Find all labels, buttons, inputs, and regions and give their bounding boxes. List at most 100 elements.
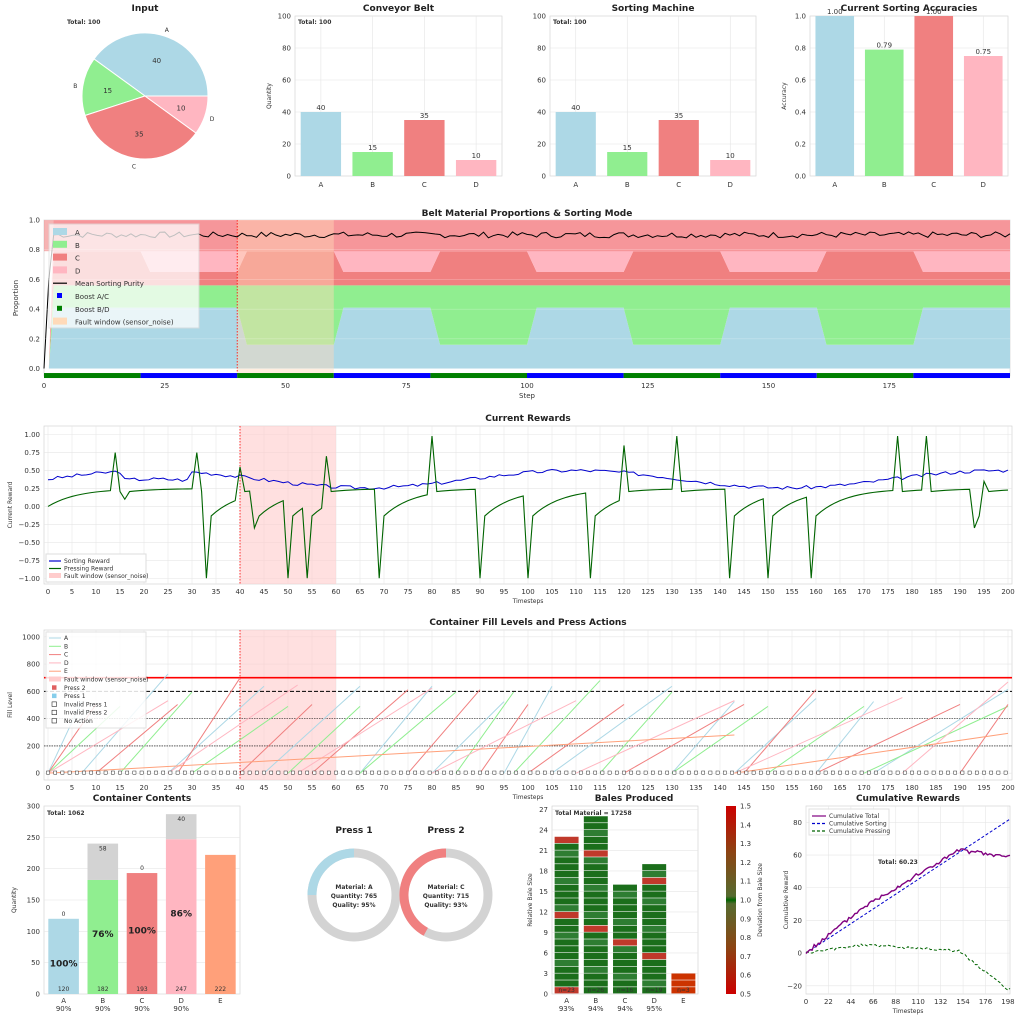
x-tick-label: E [681,997,685,1005]
no-action-marker [74,770,79,775]
no-action-marker [420,770,425,775]
no-action-marker [564,770,569,775]
y-axis-label: Accuracy [781,82,788,110]
x-tick-label: 150 [762,382,775,390]
chart-conveyor: Conveyor Belt 0 20 40 60 80 100 A 40 B 15 C 35 D 10 Tot… [266,4,503,189]
legend-swatch [53,317,67,325]
legend-label: Invalid Press 2 [64,710,108,717]
chart-accuracy: Current Sorting Accuracies 0.0 0.2 0.4 0.6 0.… [781,4,1009,189]
x-tick-label: 5 [70,784,74,792]
y-tick-label: 20 [793,917,802,925]
no-action-marker [571,770,576,775]
mode-AC [527,373,624,379]
legend-label: B [75,242,80,250]
press-info: Material: C [428,884,466,891]
legend-swatch [53,240,67,248]
slice-value: 10 [176,105,185,113]
y-tick-label: 400 [27,715,40,723]
legend-label: Fault window (sensor_noise) [75,319,174,327]
chart-title: Container Contents [93,794,191,804]
x-tick-label: 30 [188,784,197,792]
bale-segment [554,973,579,980]
legend-label: Pressing Reward [64,566,114,573]
x-tick-label: 0 [42,382,46,390]
legend-box [48,223,200,329]
legend-label: C [64,652,68,659]
no-action-marker [679,770,684,775]
y-tick-label: 0.6 [29,276,41,284]
bale-segment [583,918,608,926]
legend-label: C [75,255,80,263]
x-tick-label: 105 [545,784,558,792]
no-action-marker [291,770,295,775]
no-action-marker [1003,770,1008,775]
x-tick-label: 0 [804,998,808,1006]
fault-window [237,220,334,376]
no-action-marker [780,770,785,775]
bale-segment [642,898,667,905]
x-tick-label: 45 [260,784,269,792]
y-tick-label: 40 [282,109,291,117]
y-tick-label: 15 [539,888,548,896]
bar-label: 10 [472,152,481,160]
slice-C [84,95,197,160]
bar-fill-pct: 100% [50,959,78,969]
chart-fill: Container Fill Levels and Press Actions 0… [7,618,1015,801]
slice-A [93,32,209,97]
legend-swatch [49,573,61,578]
colorbar-tick: 1.3 [740,840,751,848]
no-action-marker [341,770,346,775]
legend-label: Cumulative Total [829,813,879,820]
bar-overflow [165,814,197,840]
no-action-marker [110,770,115,775]
chart-title: Current Sorting Accuracies [841,4,978,14]
y-axis-label: Quantity [266,83,273,109]
bale-segment [583,932,608,939]
no-action-marker [665,770,669,775]
y-tick-label: 80 [282,45,291,53]
y-tick-label: 100 [27,928,40,936]
slice-B [81,58,147,117]
no-action-marker [694,770,698,775]
no-action-marker [46,770,50,775]
no-action-marker [391,770,396,775]
bale-segment [583,898,608,905]
no-action-marker [730,770,734,775]
bar-label: 15 [368,144,377,152]
bar-A [555,112,596,176]
press-info: Quality: 93% [424,902,467,909]
x-tick-label: 35 [212,588,221,596]
x-tick-label: 140 [713,784,726,792]
y-tick-label: 300 [27,803,40,811]
bale-segment [613,884,637,891]
y-tick-label: 0 [287,173,291,181]
x-tick-label: 80 [428,588,437,596]
no-action-marker [903,770,907,775]
bar-C [404,120,445,176]
y-tick-label: 250 [27,834,40,842]
no-action-marker [355,770,360,775]
x-tick-label: 55 [308,588,317,596]
area-D [44,220,1010,369]
bar-B [864,49,904,176]
bar-E [205,854,236,994]
no-action-marker [946,770,950,775]
y-tick-label: 9 [544,929,548,937]
x-tick-label: 145 [737,588,750,596]
x-tick-label: 100 [521,784,534,792]
mode-BD [44,373,141,379]
legend-label: Invalid Press 1 [64,701,108,708]
chart-contents: Container Contents 0 50 100 150 200 250 300 0 120… [11,794,241,1013]
x-tick-label: C [140,997,145,1005]
bale-segment [642,952,667,960]
y-tick-label: 600 [27,688,40,696]
bale-segment [554,857,579,864]
bale-segment [671,987,696,994]
legend-swatch [51,718,57,724]
no-action-marker [247,770,252,775]
legend-swatch [57,293,62,298]
x-tick-label: 105 [545,588,558,596]
bale-segment [671,980,696,987]
y-tick-label: 60 [537,77,546,85]
